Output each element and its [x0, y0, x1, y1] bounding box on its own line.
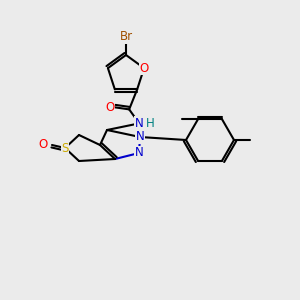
Text: O: O: [106, 101, 115, 114]
Text: H: H: [146, 117, 154, 130]
Text: N: N: [135, 117, 143, 130]
Text: N: N: [135, 146, 143, 160]
Text: O: O: [140, 61, 149, 75]
Text: N: N: [136, 130, 144, 143]
Text: S: S: [61, 142, 69, 154]
Text: Br: Br: [119, 31, 133, 44]
Text: O: O: [38, 139, 48, 152]
